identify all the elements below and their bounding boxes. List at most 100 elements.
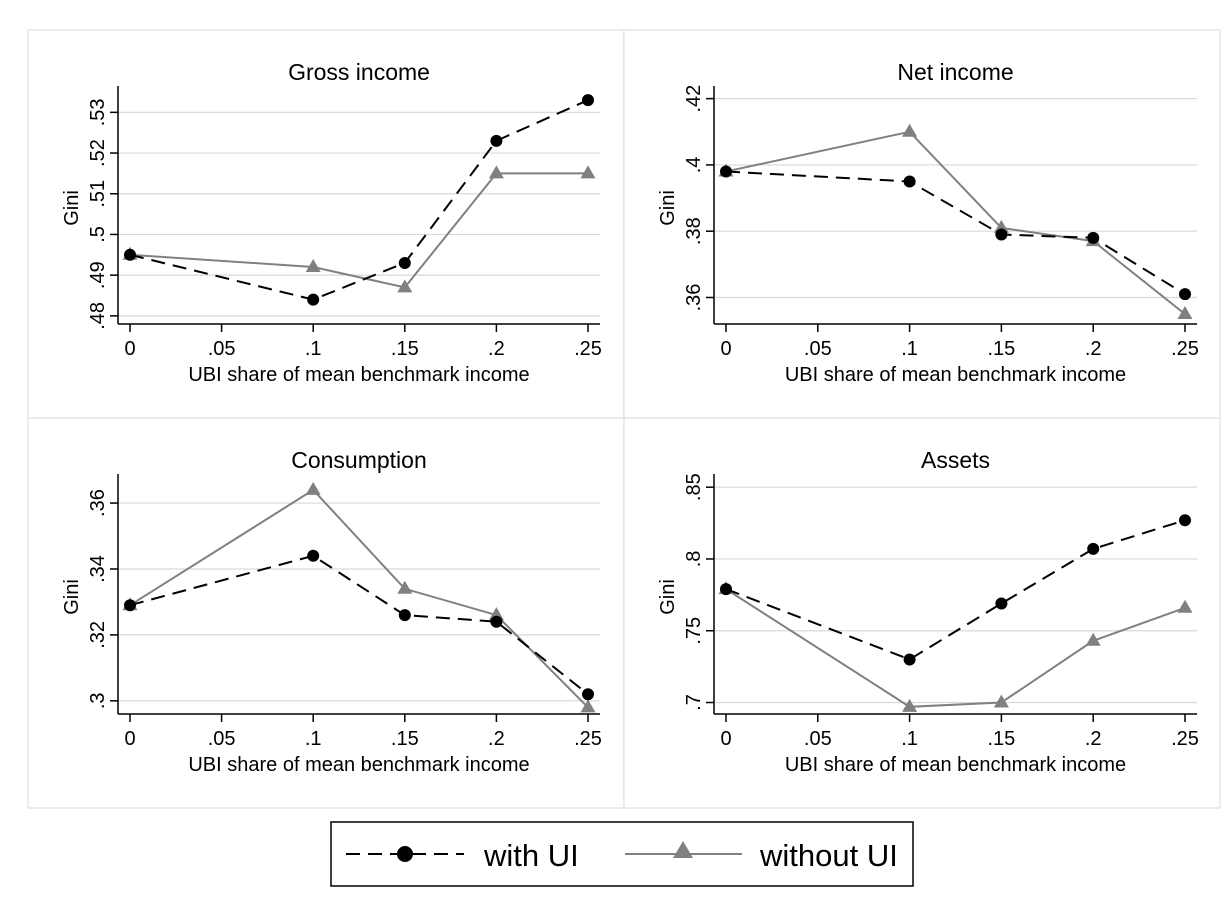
x-tick-label: .25 <box>1171 338 1199 360</box>
panel-1: Gross income .48 .49 .5 .51 .52 .53 0 .05 .1 .15 .2… <box>27 29 625 419</box>
x-tick-label: 0 <box>720 728 731 750</box>
point-without-ui <box>993 219 1009 233</box>
point-without-ui <box>993 694 1009 708</box>
x-tick-label: .25 <box>574 338 602 360</box>
legend-box <box>330 821 914 887</box>
point-with-ui <box>1087 542 1100 555</box>
legend-with-ui-label: with UI <box>483 838 579 873</box>
point-with-ui <box>490 134 503 147</box>
y-tick-label: .75 <box>683 617 705 645</box>
point-with-ui <box>903 653 916 666</box>
legend: with UI without UI <box>330 821 914 887</box>
legend-without-ui-marker <box>673 841 693 858</box>
x-tick-label: 0 <box>720 338 731 360</box>
point-with-ui <box>720 583 732 596</box>
y-tick-label: .8 <box>683 551 705 568</box>
point-with-ui <box>903 175 916 188</box>
x-tick-label: .25 <box>574 728 602 750</box>
x-tick-label: .05 <box>208 338 236 360</box>
point-without-ui <box>305 259 321 273</box>
point-with-ui <box>398 609 411 622</box>
point-without-ui <box>397 279 413 293</box>
y-tick-label: .49 <box>87 261 109 289</box>
point-with-ui <box>490 615 503 628</box>
panel-title: Assets <box>921 447 990 473</box>
panel-3: Consumption .3 .32 .34 .36 0 .05 .1 .15 .2 .25 UBI … <box>27 417 625 809</box>
point-with-ui <box>1087 231 1100 244</box>
x-tick-label: .15 <box>391 338 419 360</box>
panels-group: Gross income .48 .49 .5 .51 .52 .53 0 .05 .1 .15 .2… <box>27 29 1221 809</box>
point-with-ui <box>1179 514 1191 527</box>
point-with-ui <box>582 94 594 107</box>
y-axis-title: Gini <box>657 579 679 615</box>
panel-title: Net income <box>897 59 1013 85</box>
point-with-ui <box>307 293 320 306</box>
point-without-ui <box>1085 632 1101 646</box>
y-tick-label: .48 <box>87 302 109 330</box>
x-tick-label: .05 <box>804 338 832 360</box>
x-tick-label: .15 <box>987 338 1015 360</box>
point-with-ui <box>995 597 1008 610</box>
point-without-ui <box>580 699 596 713</box>
y-axis-title: Gini <box>657 190 679 226</box>
y-tick-label: .3 <box>87 692 109 709</box>
x-tick-label: .1 <box>901 338 918 360</box>
x-tick-label: .2 <box>488 728 505 750</box>
y-tick-label: .42 <box>683 85 705 113</box>
y-tick-label: .85 <box>683 473 705 501</box>
y-tick-label: .53 <box>87 98 109 126</box>
y-tick-label: .32 <box>87 621 109 649</box>
y-tick-label: .52 <box>87 139 109 167</box>
x-tick-label: .15 <box>391 728 419 750</box>
point-without-ui <box>305 481 321 495</box>
x-tick-label: .05 <box>804 728 832 750</box>
legend-with-ui-marker <box>397 846 413 862</box>
point-without-ui <box>902 123 918 137</box>
point-with-ui <box>720 165 732 178</box>
x-axis-title: UBI share of mean benchmark income <box>785 754 1126 776</box>
panel-border <box>623 417 1221 809</box>
point-without-ui <box>1177 306 1193 320</box>
y-tick-label: .51 <box>87 180 109 208</box>
point-with-ui <box>582 688 594 701</box>
x-tick-label: .2 <box>488 338 505 360</box>
y-tick-label: .36 <box>683 284 705 312</box>
point-without-ui <box>488 607 504 621</box>
point-with-ui <box>1179 288 1191 301</box>
x-axis-title: UBI share of mean benchmark income <box>785 364 1126 386</box>
point-without-ui <box>397 580 413 594</box>
panel-border <box>27 417 625 809</box>
x-tick-label: .2 <box>1085 728 1102 750</box>
point-with-ui <box>995 228 1008 241</box>
point-without-ui <box>580 165 596 179</box>
x-tick-label: .2 <box>1085 338 1102 360</box>
panel-4: Assets .7 .75 .8 .85 0 .05 .1 .15 .2 .25 UBI share … <box>623 417 1221 809</box>
y-tick-label: .38 <box>683 217 705 245</box>
point-with-ui <box>124 599 136 612</box>
point-without-ui <box>1177 599 1193 613</box>
x-tick-label: .25 <box>1171 728 1199 750</box>
point-with-ui <box>307 549 320 562</box>
panel-title: Gross income <box>288 59 430 85</box>
point-with-ui <box>398 256 411 269</box>
panel-border <box>623 29 1221 419</box>
x-axis-title: UBI share of mean benchmark income <box>188 754 529 776</box>
y-axis-title: Gini <box>61 190 83 226</box>
panel-title: Consumption <box>291 447 427 473</box>
x-tick-label: 0 <box>124 728 135 750</box>
panel-2: Net income .36 .38 .4 .42 0 .05 .1 .15 .2 .25 UBI s… <box>623 29 1221 419</box>
x-tick-label: .1 <box>305 728 322 750</box>
y-tick-label: .4 <box>683 157 705 174</box>
x-tick-label: .1 <box>901 728 918 750</box>
y-tick-label: .34 <box>87 555 109 583</box>
x-axis-title: UBI share of mean benchmark income <box>188 364 529 386</box>
legend-without-ui-label: without UI <box>759 838 898 873</box>
y-tick-label: .5 <box>87 226 109 243</box>
point-without-ui <box>902 698 918 712</box>
y-tick-label: .7 <box>683 694 705 711</box>
point-with-ui <box>124 248 136 261</box>
panel-border <box>27 29 625 419</box>
x-tick-label: .15 <box>987 728 1015 750</box>
y-axis-title: Gini <box>61 579 83 615</box>
